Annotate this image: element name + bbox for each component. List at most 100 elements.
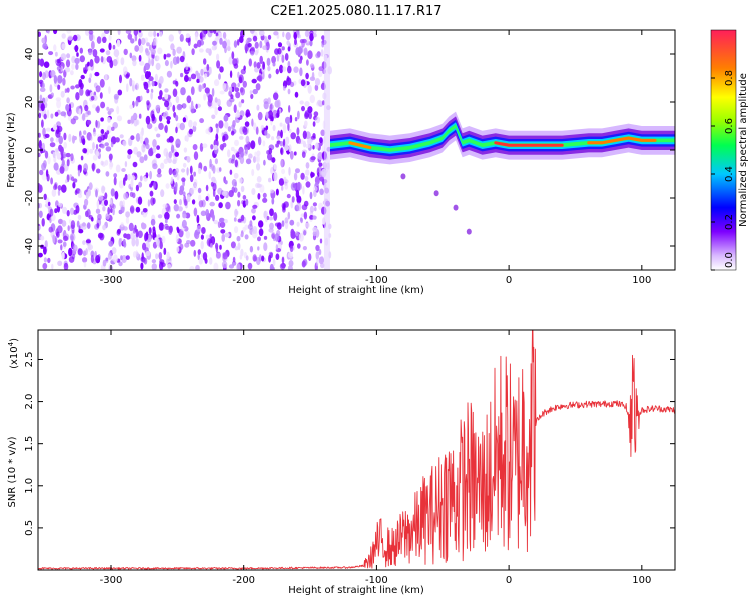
noise-speckle-dot [234,87,240,93]
noise-speckle-dot [247,43,252,48]
noise-speckle-dot [39,87,46,92]
noise-speckle-dot [70,207,74,215]
noise-speckle-dot [176,226,179,231]
noise-speckle-dot [190,86,195,96]
noise-speckle-dot [41,162,47,171]
noise-speckle-dot [238,76,243,84]
noise-speckle-dot [157,168,162,175]
noise-speckle-dot [179,34,184,42]
noise-speckle-dot [85,191,89,200]
noise-speckle-dot [218,202,223,209]
noise-speckle-dot [170,60,173,69]
noise-speckle-dot [146,100,150,106]
noise-speckle-dot [221,261,228,269]
noise-speckle-dot [164,93,169,100]
noise-speckle-dot [97,136,102,143]
noise-speckle-dot [254,151,257,157]
noise-speckle-dot [79,223,83,231]
noise-speckle-dot [262,192,267,198]
noise-speckle-dot [273,92,279,101]
y-tick-label: 2.5 [24,352,35,368]
x-tick-label: 0 [506,275,512,286]
noise-speckle-dot [52,125,58,131]
noise-speckle-dot [199,48,204,53]
noise-speckle-dot [284,144,289,152]
noise-speckle-dot [96,168,101,174]
noise-speckle-dot [44,133,50,138]
noise-speckle-dot [257,193,261,200]
noise-speckle-dot [50,70,56,78]
noise-speckle-dot [272,258,276,266]
noise-speckle-dot [255,83,261,91]
noise-speckle-dot [193,43,198,49]
noise-speckle-dot [164,60,169,67]
noise-speckle-dot [140,74,145,81]
noise-speckle-dot [298,58,302,64]
noise-speckle-dot [170,144,175,153]
noise-speckle-dot [78,108,82,116]
noise-speckle-dot [42,72,46,80]
noise-speckle-dot [191,48,195,56]
noise-speckle-dot [96,222,100,229]
noise-speckle-dot [68,103,72,112]
spectrogram-x-ticks: -300 -200 -100 0 100 [100,30,651,286]
noise-speckle-dot [289,219,295,226]
noise-edge [323,30,330,270]
noise-speckle-dot [206,64,210,71]
noise-speckle-dot [175,138,181,148]
noise-speckle-dot [305,162,310,169]
noise-speckle-dot [91,40,95,50]
noise-speckle-dot [237,242,241,251]
noise-speckle-dot [116,39,121,47]
noise-speckle-dot [318,162,323,167]
snr-multiplier-close: ) [9,338,20,342]
noise-speckle-dot [287,211,291,220]
noise-speckle-dot [257,246,260,251]
noise-speckle-dot [231,124,236,130]
noise-speckle-dot [40,103,45,112]
noise-speckle-dot [41,173,47,181]
noise-speckle-dot [61,33,66,39]
noise-speckle-dot [118,209,123,215]
noise-speckle-dot [271,157,276,163]
noise-speckle-dot [209,242,213,249]
noise-speckle-dot [242,80,247,88]
noise-speckle-dot [288,166,291,176]
noise-speckle-dot [53,162,59,171]
noise-speckle-dot [96,199,100,209]
noise-speckle-dot [244,121,250,127]
noise-speckle-dot [193,171,197,177]
noise-speckle-dot [257,111,263,121]
noise-speckle-dot [262,61,265,70]
noise-speckle-dot [204,87,210,94]
noise-speckle-dot [305,181,311,188]
noise-speckle-dot [85,239,91,244]
noise-speckle-dot [210,144,214,150]
noise-speckle-dot [57,202,63,208]
noise-speckle-dot [249,245,254,253]
colorbar-tick-label: 0.0 [724,252,735,268]
noise-speckle-dot [290,200,294,209]
noise-speckle-dot [304,222,310,228]
noise-speckle-dot [281,54,285,63]
noise-speckle-dot [176,46,182,54]
noise-speckle-dot [119,238,123,242]
noise-speckle-dot [117,30,121,36]
noise-speckle-dot [149,170,153,180]
noise-speckle-dot [50,113,54,119]
noise-speckle-dot [62,235,69,242]
noise-speckle-dot [234,208,238,218]
noise-speckle-dot [156,145,161,151]
noise-speckle-dot [221,233,225,242]
noise-speckle-dot [190,239,196,247]
noise-speckle-dot [219,90,225,95]
noise-speckle-dot [105,257,109,262]
noise-speckle-dot [92,49,98,57]
stray-spectral-blob [400,173,406,180]
noise-speckle-dot [257,74,263,82]
noise-speckle-dot [264,130,268,136]
noise-speckle-dot [239,135,244,140]
noise-speckle-dot [244,224,249,230]
noise-speckle-dot [174,185,178,192]
noise-speckle-dot [66,159,70,167]
